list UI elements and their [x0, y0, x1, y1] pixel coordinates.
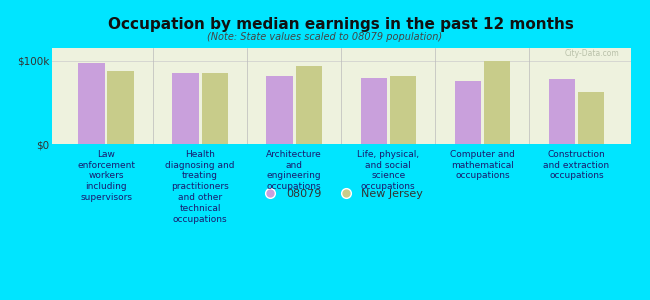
- Bar: [454, 81, 481, 144]
- Text: Computer and
mathematical
occupations: Computer and mathematical occupations: [450, 150, 515, 181]
- Bar: [266, 76, 292, 144]
- Bar: [296, 66, 322, 144]
- Text: Life, physical,
and social
science
occupations: Life, physical, and social science occup…: [358, 150, 419, 191]
- Bar: [361, 78, 387, 144]
- Bar: [549, 79, 575, 144]
- Text: Construction
and extraction
occupations: Construction and extraction occupations: [543, 150, 610, 181]
- Text: Health
diagnosing and
treating
practitioners
and other
technical
occupations: Health diagnosing and treating practitio…: [165, 150, 235, 224]
- Text: (Note: State values scaled to 08079 population): (Note: State values scaled to 08079 popu…: [207, 32, 443, 41]
- Bar: [202, 73, 228, 144]
- Bar: [484, 61, 510, 144]
- Text: Architecture
and
engineering
occupations: Architecture and engineering occupations: [266, 150, 322, 191]
- Bar: [78, 63, 105, 144]
- Text: Law
enforcement
workers
including
supervisors: Law enforcement workers including superv…: [77, 150, 135, 202]
- Text: City-Data.com: City-Data.com: [564, 49, 619, 58]
- Bar: [172, 73, 199, 144]
- Bar: [578, 92, 604, 144]
- Bar: [107, 71, 134, 144]
- Legend: 08079, New Jersey: 08079, New Jersey: [255, 185, 428, 204]
- Title: Occupation by median earnings in the past 12 months: Occupation by median earnings in the pas…: [109, 16, 574, 32]
- Bar: [390, 76, 416, 144]
